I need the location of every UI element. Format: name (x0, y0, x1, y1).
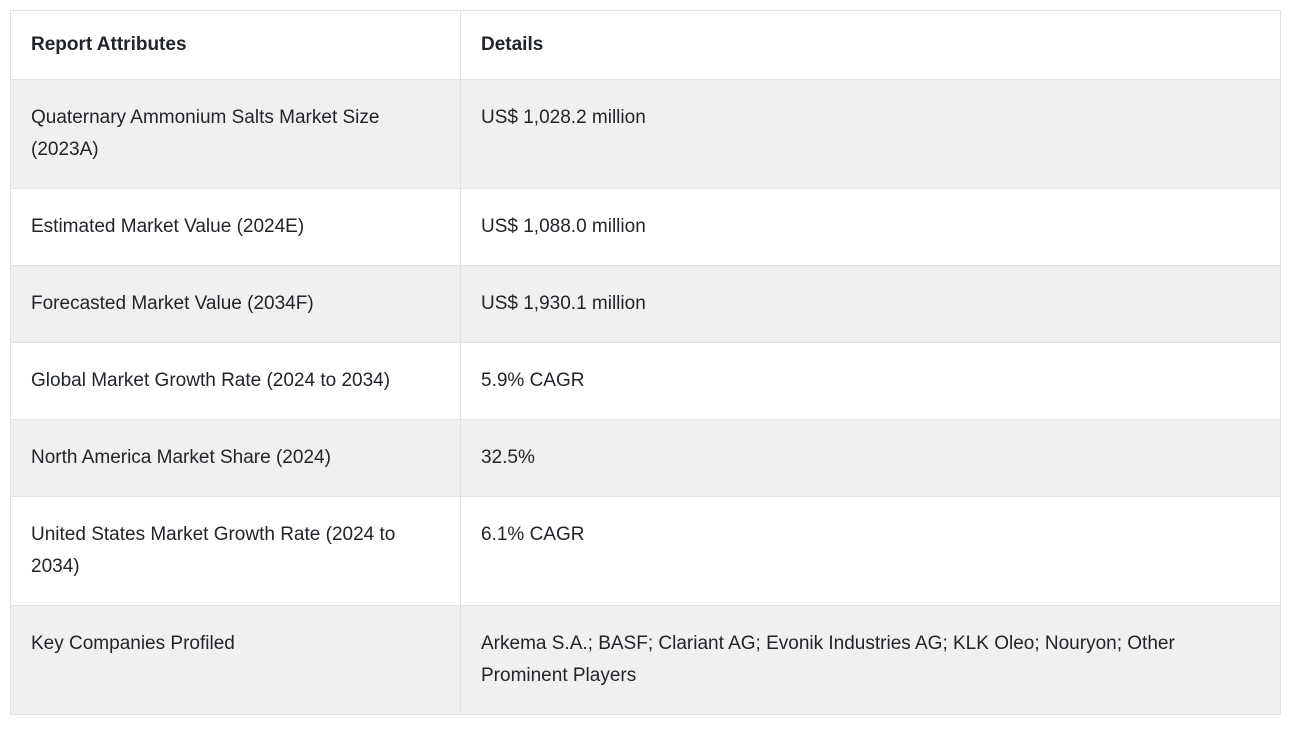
attribute-cell: Estimated Market Value (2024E) (10, 188, 461, 266)
details-cell: 6.1% CAGR (460, 496, 1281, 606)
details-cell: 5.9% CAGR (460, 342, 1281, 420)
attribute-cell: Global Market Growth Rate (2024 to 2034) (10, 342, 461, 420)
column-header-report-attributes: Report Attributes (10, 10, 461, 80)
header-row: Report Attributes Details (10, 10, 1281, 80)
attribute-cell: Quaternary Ammonium Salts Market Size (2… (10, 79, 461, 189)
details-cell: US$ 1,028.2 million (460, 79, 1281, 189)
column-header-details: Details (460, 10, 1281, 80)
attribute-cell: Forecasted Market Value (2034F) (10, 265, 461, 343)
details-cell: 32.5% (460, 419, 1281, 497)
table-row: Estimated Market Value (2024E) US$ 1,088… (10, 188, 1281, 266)
attribute-cell: United States Market Growth Rate (2024 t… (10, 496, 461, 606)
details-cell: Arkema S.A.; BASF; Clariant AG; Evonik I… (460, 605, 1281, 715)
attribute-cell: Key Companies Profiled (10, 605, 461, 715)
table-row: North America Market Share (2024) 32.5% (10, 419, 1281, 497)
details-cell: US$ 1,930.1 million (460, 265, 1281, 343)
table-row: Global Market Growth Rate (2024 to 2034)… (10, 342, 1281, 420)
details-cell: US$ 1,088.0 million (460, 188, 1281, 266)
table-row: Forecasted Market Value (2034F) US$ 1,93… (10, 265, 1281, 343)
table-row: United States Market Growth Rate (2024 t… (10, 496, 1281, 606)
table-row: Quaternary Ammonium Salts Market Size (2… (10, 79, 1281, 189)
report-attributes-table: Report Attributes Details Quaternary Amm… (10, 10, 1281, 715)
attribute-cell: North America Market Share (2024) (10, 419, 461, 497)
table-row: Key Companies Profiled Arkema S.A.; BASF… (10, 605, 1281, 715)
